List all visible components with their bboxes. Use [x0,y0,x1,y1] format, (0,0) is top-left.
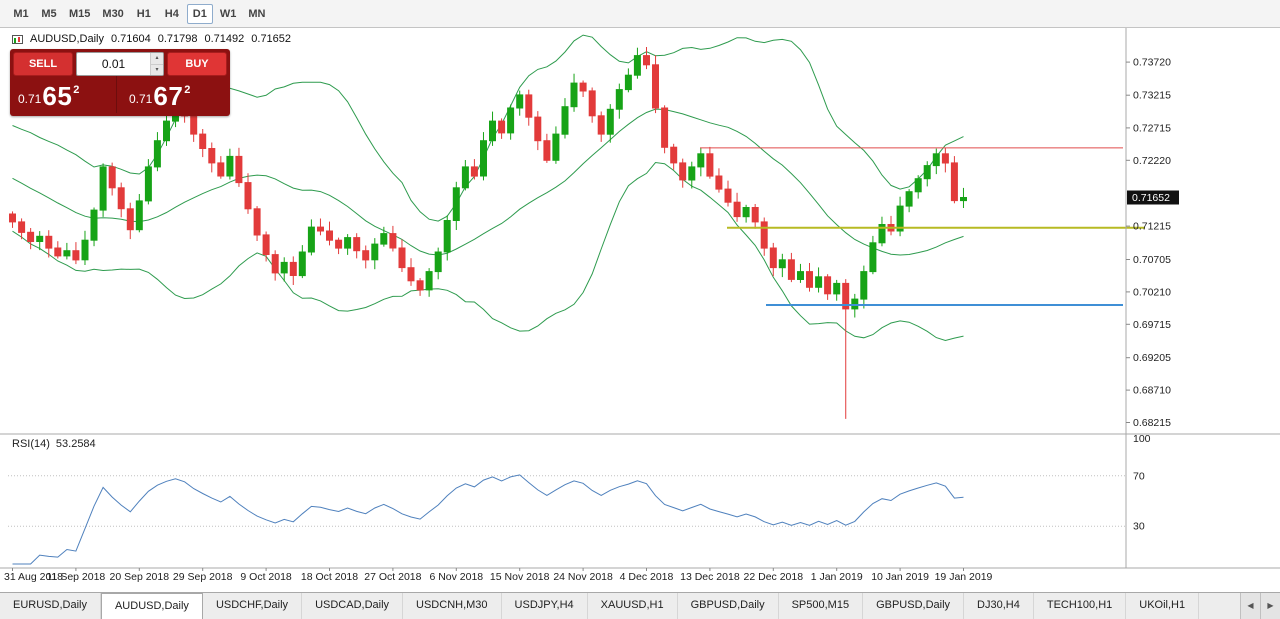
bollinger-lower-band [12,161,964,342]
ohlc-close: 0.71652 [251,33,292,45]
buy-price-point: 2 [184,84,191,96]
rsi-line [12,474,964,565]
rsi-indicator-pane: 100 70 30 [8,433,1151,565]
chart-tab-USDCAD-Daily[interactable]: USDCAD,Daily [302,593,404,619]
timeframe-toolbar: M1 M5 M15 M30 H1 H4 D1 W1 MN [0,0,1280,28]
timeframe-button-W1[interactable]: W1 [215,4,242,24]
timeframe-button-MN[interactable]: MN [243,4,270,24]
time-axis-label: 4 Dec 2018 [620,571,674,583]
candlestick-series [9,47,967,419]
chart-tab-XAUUSD-H1[interactable]: XAUUSD,H1 [588,593,678,619]
sell-price-prefix: 0.71 [18,92,42,106]
chart-tab-EURUSD-Daily[interactable]: EURUSD,Daily [0,593,101,619]
chart-tab-AUDUSD-Daily[interactable]: AUDUSD,Daily [100,593,203,619]
timeframe-button-M30[interactable]: M30 [97,4,128,24]
timeframe-button-M5[interactable]: M5 [36,4,62,24]
chart-title-ohlc: AUDUSD,Daily 0.71604 0.71798 0.71492 0.7… [12,33,291,45]
rsi-name: RSI(14) [12,438,50,450]
price-axis-label: 0.69205 [1133,352,1171,364]
rsi-level-label: 70 [1133,470,1145,482]
chart-tab-USDCNH-M30[interactable]: USDCNH,M30 [403,593,502,619]
chart-tab-GBPUSD-Daily[interactable]: GBPUSD,Daily [863,593,965,619]
price-axis-label: 0.73720 [1133,57,1171,69]
price-axis-label: 0.68215 [1133,417,1171,429]
sell-price: 0.71 65 2 [13,76,116,113]
price-axis-label: 0.70210 [1133,286,1171,298]
price-axis-label: 0.69715 [1133,319,1171,331]
svg-text:0.71652: 0.71652 [1132,192,1170,204]
sell-price-pips: 65 [42,81,73,111]
time-axis-label: 18 Oct 2018 [301,571,358,583]
price-axis-label: 0.73215 [1133,90,1171,102]
tabs-scroll-left-icon[interactable]: ◀ [1240,593,1260,619]
time-axis-label: 9 Oct 2018 [240,571,292,583]
one-click-trading-panel: SELL 0.01 ▴ ▾ BUY 0.71 65 2 0.71 67 2 [10,49,230,116]
price-axis-label: 0.68710 [1133,385,1171,397]
buy-price-pips: 67 [153,81,184,111]
rsi-indicator-label: RSI(14) 53.2584 [12,438,96,450]
volume-increase-icon[interactable]: ▴ [151,53,163,65]
time-axis-label: 19 Jan 2019 [935,571,993,583]
ohlc-low: 0.71492 [204,33,245,45]
sell-button[interactable]: SELL [13,52,73,76]
time-axis-label: 22 Dec 2018 [744,571,804,583]
volume-stepper[interactable]: 0.01 ▴ ▾ [76,52,164,76]
timeframe-button-M1[interactable]: M1 [8,4,34,24]
chart-tab-TECH100-H1[interactable]: TECH100,H1 [1034,593,1127,619]
bollinger-upper-band [12,34,964,222]
price-axis-label: 0.71215 [1133,221,1171,233]
buy-button[interactable]: BUY [167,52,227,76]
rsi-value: 53.2584 [55,438,96,450]
ohlc-high: 0.71798 [157,33,198,45]
time-axis-label: 15 Nov 2018 [490,571,550,583]
price-axis-label: 0.70705 [1133,254,1171,266]
timeframe-button-H1[interactable]: H1 [131,4,157,24]
ohlc-open: 0.71604 [110,33,151,45]
chart-symbol-period: AUDUSD,Daily [30,33,104,45]
time-axis-label: 6 Nov 2018 [429,571,483,583]
chart-tab-USDCHF-Daily[interactable]: USDCHF,Daily [203,593,303,619]
time-axis-label: 11 Sep 2018 [47,571,106,583]
chart-tab-bar: EURUSD,Daily AUDUSD,Daily USDCHF,Daily USDC… [0,592,1280,619]
timeframe-button-M15[interactable]: M15 [64,4,95,24]
time-axis-label: 31 Aug 2018 [4,571,63,583]
timeframe-button-D1[interactable]: D1 [186,3,213,24]
time-axis-label: 20 Sep 2018 [110,571,170,583]
sell-price-point: 2 [73,84,80,96]
chart-tab-USDJPY-H4[interactable]: USDJPY,H4 [502,593,588,619]
chart-tab-SP500-M15[interactable]: SP500,M15 [779,593,864,619]
chart-tab-DJ30-H4[interactable]: DJ30,H4 [964,593,1034,619]
time-axis-label: 1 Jan 2019 [811,571,863,583]
price-chart-canvas[interactable]: 0.73720 0.73215 0.72715 0.72220 0.71215 0.707… [0,28,1280,592]
chart-window-icon [12,34,23,44]
timeframe-button-H4[interactable]: H4 [159,4,185,24]
time-axis-label: 10 Jan 2019 [871,571,929,583]
price-axis-label: 0.72715 [1133,122,1171,134]
bollinger-bands [12,34,964,342]
rsi-level-label: 30 [1133,521,1145,533]
volume-value[interactable]: 0.01 [101,57,126,71]
buy-price: 0.71 67 2 [116,76,227,113]
time-axis-label: 29 Sep 2018 [173,571,233,583]
time-axis-label: 24 Nov 2018 [553,571,613,583]
price-axis: 0.73720 0.73215 0.72715 0.72220 0.71215 0.707… [1126,57,1171,429]
time-axis-label: 27 Oct 2018 [364,571,421,583]
chart-tab-GBPUSD-Daily[interactable]: GBPUSD,Daily [678,593,779,619]
current-price-tag: 0.71652 [1127,190,1179,205]
price-axis-label: 0.72220 [1133,155,1171,167]
volume-decrease-icon[interactable]: ▾ [151,64,163,75]
tabs-scroll-right-icon[interactable]: ▶ [1260,593,1280,619]
chart-tab-UKOil-H1[interactable]: UKOil,H1 [1126,593,1200,619]
chart-window: 0.73720 0.73215 0.72715 0.72220 0.71215 0.707… [0,28,1280,592]
buy-price-prefix: 0.71 [129,92,153,106]
time-axis-label: 13 Dec 2018 [680,571,740,583]
bollinger-middle-band [12,108,964,256]
rsi-level-label: 100 [1133,433,1151,445]
